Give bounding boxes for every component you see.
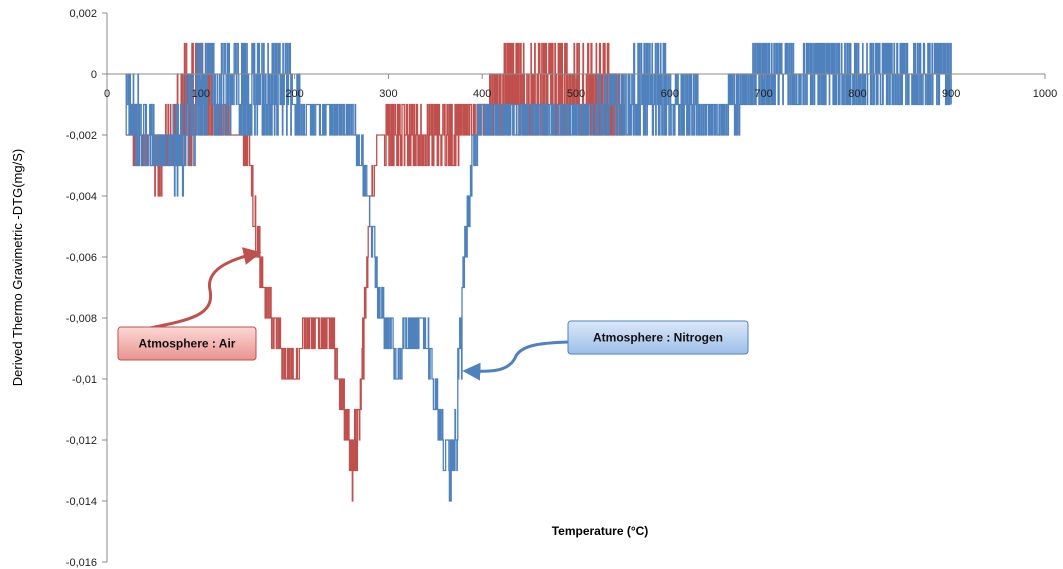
y-tick-label: 0 <box>91 69 97 81</box>
y-tick-label: -0,016 <box>66 557 97 569</box>
callout-arrow-atmosphere-air <box>149 247 262 330</box>
callout-box-atmosphere-air <box>117 326 257 361</box>
y-tick-label: -0,012 <box>66 435 97 447</box>
x-tick-label: 700 <box>754 88 772 100</box>
x-tick-label: 600 <box>661 88 679 100</box>
y-tick-label: -0,008 <box>66 313 97 325</box>
x-tick-label: 0 <box>104 88 110 100</box>
x-tick-label: 800 <box>848 88 866 100</box>
y-tick-label: -0,004 <box>66 191 97 203</box>
x-tick-label: 400 <box>473 88 491 100</box>
callout-label-atmosphere-air: Atmosphere : Air <box>139 337 236 351</box>
x-tick-label: 300 <box>379 88 397 100</box>
x-tick-label: 900 <box>942 88 960 100</box>
y-tick-label: 0,002 <box>69 8 97 20</box>
x-tick-label: 200 <box>285 88 303 100</box>
y-tick-label: -0,002 <box>66 130 97 142</box>
x-axis-title: Temperature (°C) <box>552 524 649 538</box>
callout-box-atmosphere-nitrogen <box>567 320 749 355</box>
callout-label-atmosphere-nitrogen: Atmosphere : Nitrogen <box>593 331 723 345</box>
y-tick-label: -0,006 <box>66 252 97 264</box>
series-line-atmosphere-nitrogen <box>125 42 952 502</box>
y-tick-label: -0,01 <box>72 374 97 386</box>
x-tick-label: 100 <box>192 88 210 100</box>
x-tick-label: 1000 <box>1033 88 1057 100</box>
callout-arrow-atmosphere-nitrogen <box>462 340 569 381</box>
x-tick-label: 500 <box>567 88 585 100</box>
y-tick-label: -0,014 <box>66 496 97 508</box>
y-axis-title: Derived Thermo Gravimetric -DTG(mg/S) <box>10 149 25 386</box>
